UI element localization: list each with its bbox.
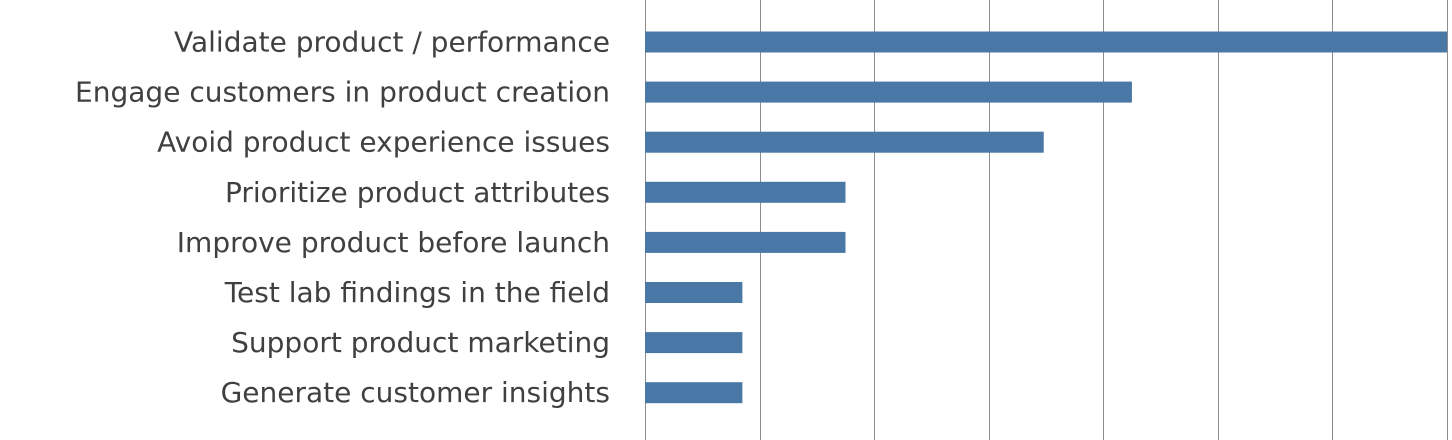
category-label-3: Prioritize product attributes bbox=[225, 176, 610, 209]
bar-4 bbox=[645, 231, 846, 253]
bar-6 bbox=[645, 332, 743, 354]
category-label-6: Support product marketing bbox=[231, 326, 610, 359]
bar-1 bbox=[645, 81, 1132, 103]
gridlines bbox=[645, 0, 1448, 440]
bar-3 bbox=[645, 181, 846, 203]
bars bbox=[645, 31, 1447, 404]
category-label-2: Avoid product experience issues bbox=[157, 126, 610, 159]
category-label-0: Validate product / performance bbox=[174, 26, 610, 59]
category-label-1: Engage customers in product creation bbox=[75, 76, 610, 109]
category-label-5: Test lab findings in the field bbox=[224, 276, 610, 309]
category-label-7: Generate customer insights bbox=[221, 376, 610, 409]
bar-5 bbox=[645, 282, 743, 303]
bar-2 bbox=[645, 131, 1044, 153]
category-labels: Validate product / performance Engage cus… bbox=[75, 26, 610, 410]
bar-0 bbox=[645, 31, 1447, 53]
bar-7 bbox=[645, 382, 743, 404]
category-label-4: Improve product before launch bbox=[177, 226, 610, 259]
